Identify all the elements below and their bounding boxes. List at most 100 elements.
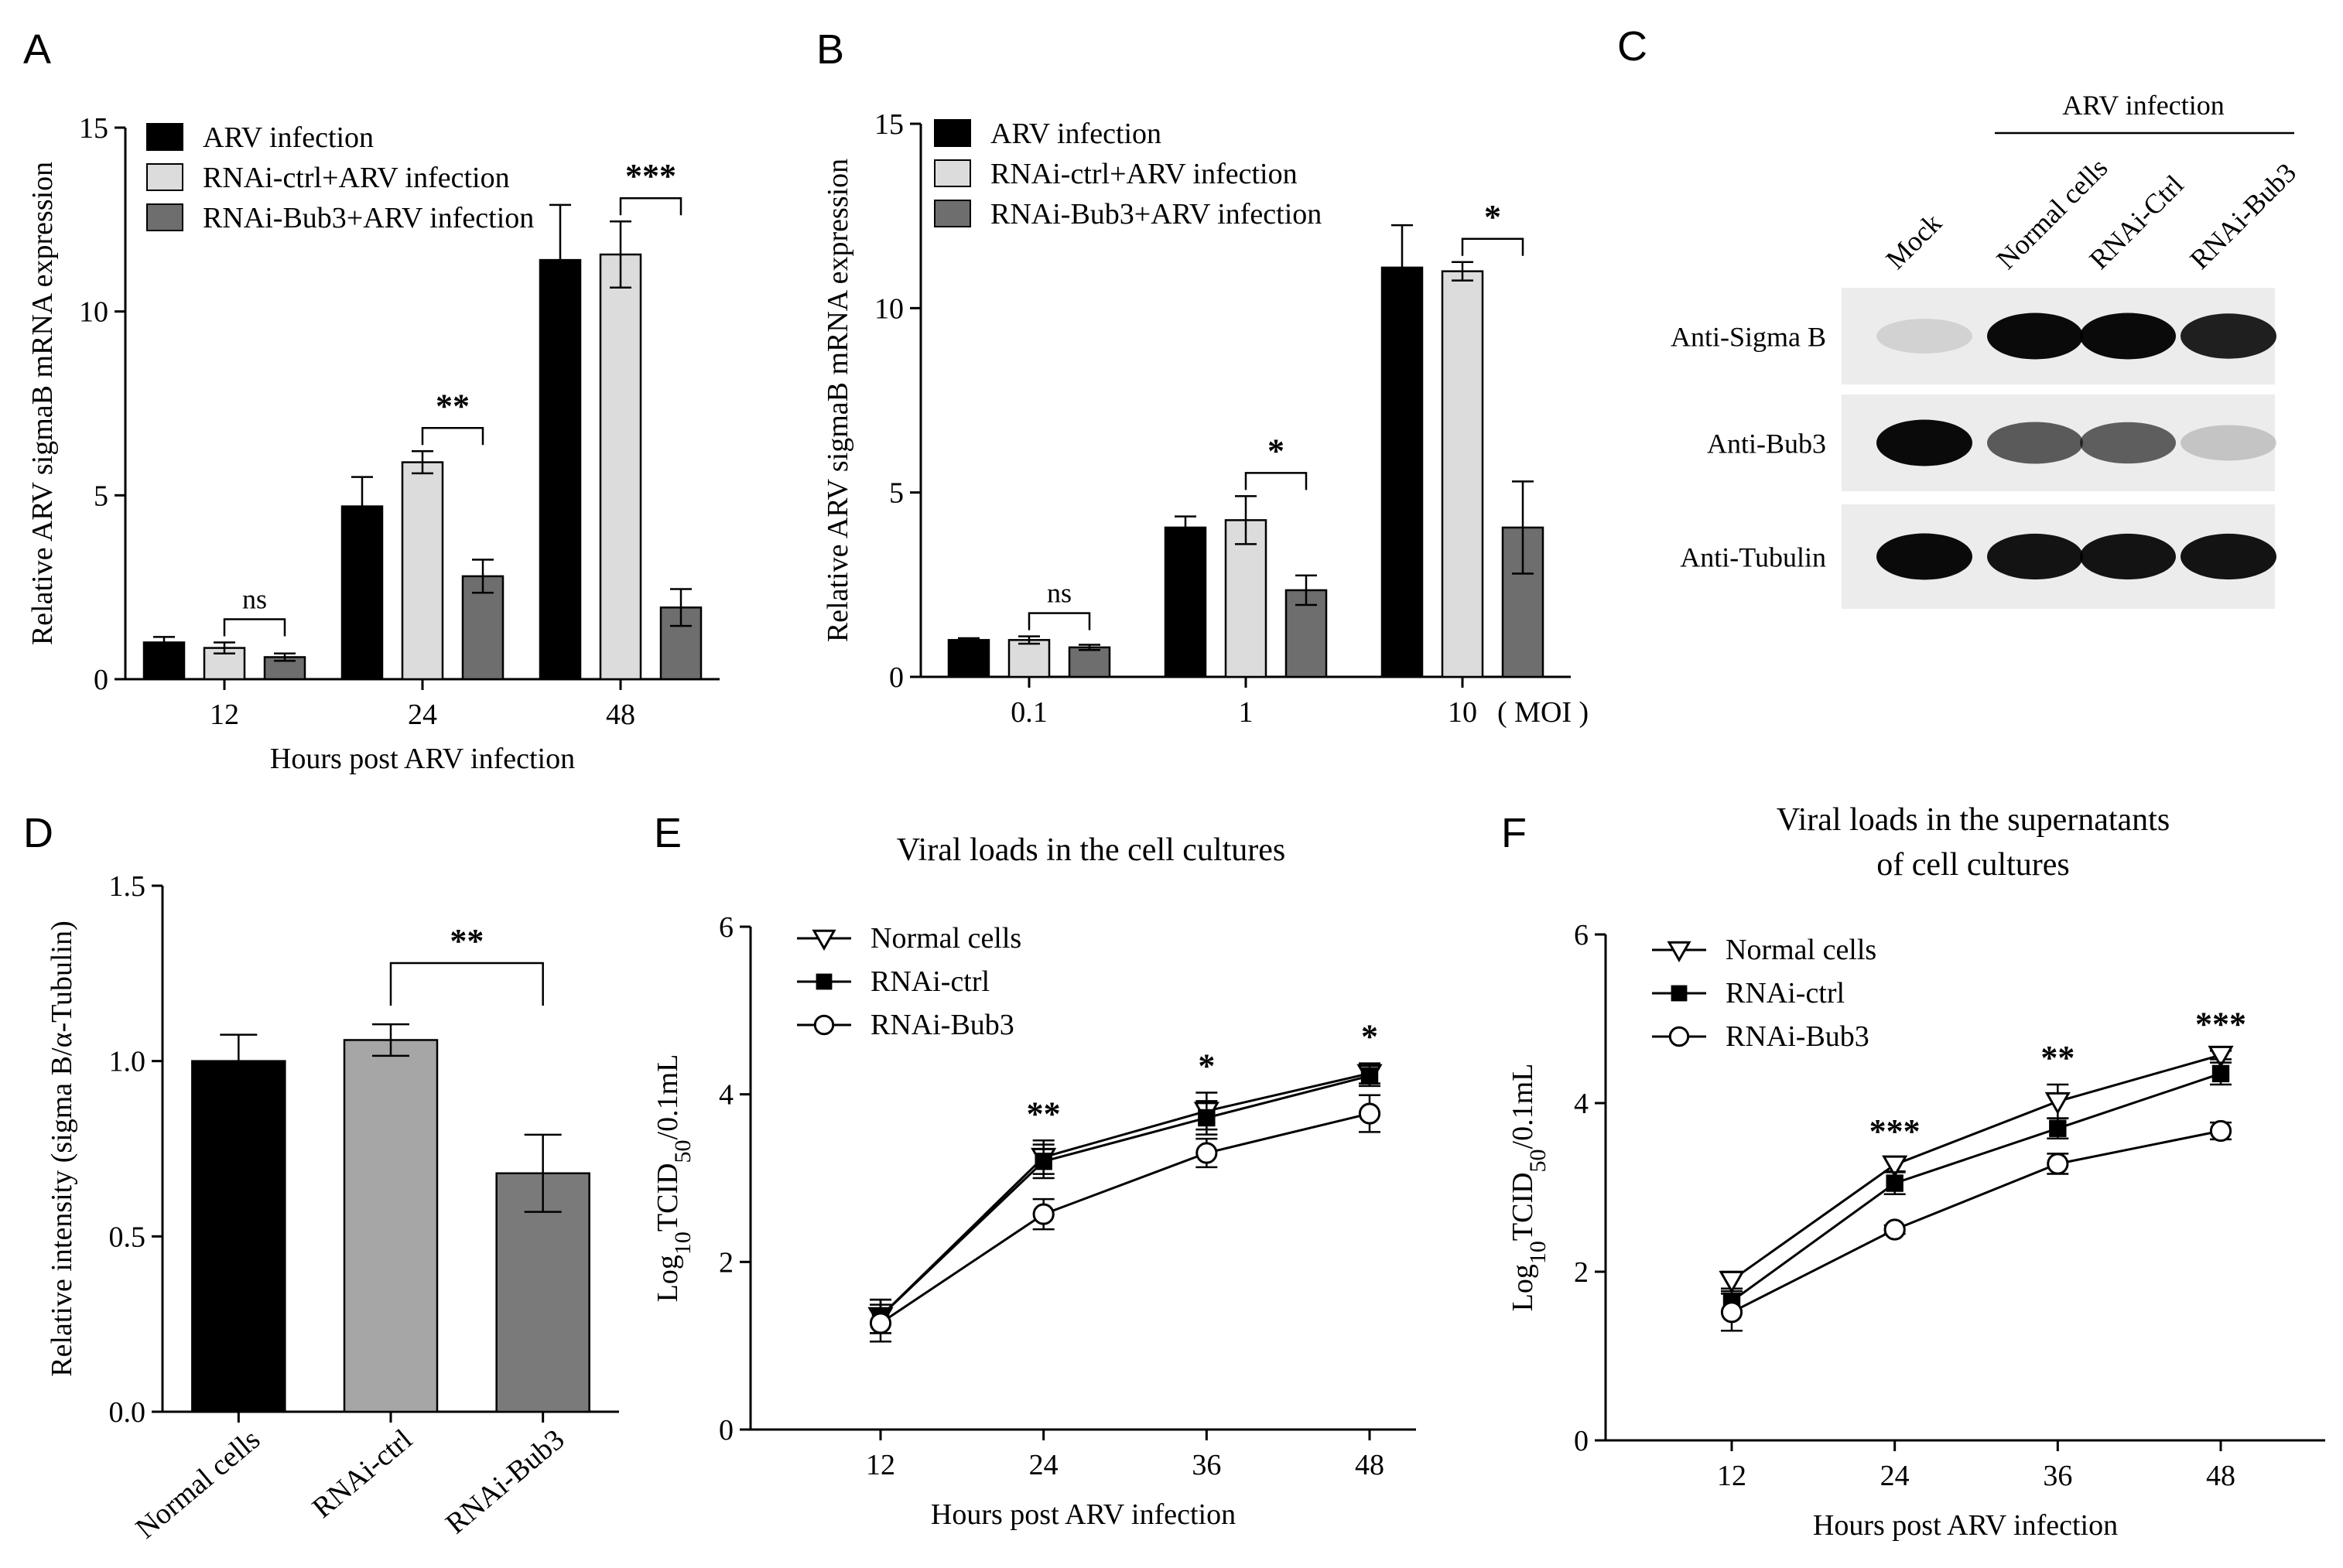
data-point-rnai-bub3 bbox=[1883, 1218, 1906, 1241]
wb-band-anti-sigma-b-normal-cells bbox=[1987, 313, 2083, 360]
panel-label-f: F bbox=[1501, 810, 1527, 856]
significance-label: ** bbox=[2040, 1039, 2074, 1077]
error-bar bbox=[610, 220, 631, 289]
legend-label: RNAi-ctrl bbox=[871, 965, 990, 998]
y-tick-label: 4 bbox=[719, 1079, 734, 1112]
legend-label: RNAi-Bub3+ARV infection bbox=[990, 198, 1322, 231]
legend-swatch bbox=[146, 163, 183, 191]
y-tick-label: 2 bbox=[1574, 1256, 1589, 1289]
legend-marker bbox=[1668, 1026, 1690, 1047]
x-tick-label: 36 bbox=[1192, 1449, 1221, 1481]
wb-blot-label: Anti-Sigma B bbox=[1671, 322, 1826, 353]
bar-rnai-ctrl bbox=[343, 1039, 439, 1413]
chart-title: of cell cultures bbox=[1876, 847, 2070, 883]
wb-band-anti-tubulin-rnai-bub3 bbox=[2181, 533, 2276, 580]
error-bar bbox=[1295, 574, 1317, 606]
y-tick-label: 1.0 bbox=[109, 1046, 146, 1078]
legend-label: ARV infection bbox=[990, 118, 1161, 150]
x-axis-unit: ( MOI ) bbox=[1497, 696, 1589, 729]
x-tick-label: 12 bbox=[210, 699, 239, 731]
significance-label: *** bbox=[625, 157, 676, 195]
y-tick-label: 0 bbox=[889, 661, 904, 694]
wb-band-anti-bub3-rnai-bub3 bbox=[2181, 425, 2276, 461]
error-bar bbox=[524, 1133, 562, 1213]
panel-label-a: A bbox=[23, 26, 51, 73]
error-bar bbox=[958, 637, 980, 643]
legend-label: RNAi-Bub3 bbox=[1726, 1020, 1869, 1053]
wb-band-anti-sigma-b-rnai-ctrl bbox=[2080, 313, 2176, 360]
error-bar bbox=[274, 652, 296, 662]
legend-label: ARV infection bbox=[203, 121, 374, 154]
bar-rnai-ctrl-arv-infection-0.1 bbox=[1007, 639, 1051, 678]
data-point-rnai-bub3 bbox=[2047, 1153, 2069, 1175]
x-axis-title: Hours post ARV infection bbox=[270, 743, 575, 775]
wb-header: ARV infection bbox=[2062, 90, 2224, 121]
bar-rnai-bub3-arv-infection-0.1 bbox=[1068, 646, 1111, 678]
data-point-rnai-ctrl bbox=[2211, 1064, 2230, 1083]
series-line-normal-cells bbox=[879, 1072, 1370, 1317]
data-point-normal-cells bbox=[1719, 1270, 1745, 1293]
x-tick-label: Normal cells bbox=[130, 1423, 267, 1546]
error-bar bbox=[1079, 644, 1100, 651]
x-tick-label: 48 bbox=[2206, 1460, 2235, 1492]
y-tick-label: 15 bbox=[79, 112, 108, 145]
significance-label: * bbox=[1361, 1018, 1378, 1056]
legend-marker bbox=[813, 1014, 835, 1036]
x-tick-label: 48 bbox=[1355, 1449, 1384, 1481]
data-point-rnai-bub3 bbox=[1032, 1203, 1055, 1225]
significance-label: *** bbox=[1869, 1112, 1921, 1150]
significance-bracket bbox=[421, 427, 484, 446]
bar-rnai-ctrl-arv-infection-10 bbox=[1441, 270, 1484, 678]
x-tick-label: 48 bbox=[606, 699, 635, 731]
x-tick-label: 1 bbox=[1239, 696, 1254, 729]
x-axis-title: Hours post ARV infection bbox=[931, 1498, 1236, 1531]
series-line-rnai-bub3 bbox=[1731, 1129, 2222, 1313]
wb-band-anti-tubulin-mock bbox=[1876, 533, 1972, 580]
y-tick-label: 15 bbox=[874, 108, 904, 141]
significance-label: * bbox=[1267, 432, 1284, 470]
series-line-rnai-ctrl bbox=[879, 1074, 1370, 1317]
legend-swatch bbox=[934, 200, 971, 227]
data-point-normal-cells bbox=[2044, 1091, 2071, 1115]
error-bar bbox=[472, 559, 494, 594]
wb-band-anti-sigma-b-mock bbox=[1876, 319, 1972, 354]
wb-blot-label: Anti-Tubulin bbox=[1680, 542, 1826, 573]
y-tick-label: 6 bbox=[1574, 919, 1589, 951]
x-tick-label: 24 bbox=[408, 699, 437, 731]
x-tick-label: RNAi-Bub3 bbox=[440, 1423, 570, 1541]
bar-arv-infection-10 bbox=[1380, 266, 1424, 678]
x-tick-label: 36 bbox=[2043, 1460, 2072, 1492]
legend-swatch bbox=[146, 203, 183, 231]
chart-title: Viral loads in the supernatants bbox=[1777, 802, 2170, 838]
series-line-rnai-bub3 bbox=[880, 1112, 1370, 1324]
y-tick-label: 5 bbox=[889, 477, 904, 510]
significance-bracket bbox=[1244, 472, 1308, 490]
error-bar bbox=[214, 641, 235, 654]
significance-bracket bbox=[619, 196, 682, 216]
panel-label-e: E bbox=[654, 810, 682, 856]
y-tick-label: 0.5 bbox=[109, 1221, 146, 1253]
y-tick-label: 4 bbox=[1574, 1088, 1589, 1120]
error-bar bbox=[1235, 495, 1257, 545]
bar-rnai-ctrl-arv-infection-48 bbox=[599, 253, 642, 681]
error-bar bbox=[1391, 224, 1413, 311]
data-point-rnai-ctrl bbox=[1198, 1109, 1216, 1127]
bar-arv-infection-0.1 bbox=[947, 639, 990, 678]
y-axis-title: Log10TCID50/0.1mL bbox=[1507, 1064, 1551, 1312]
y-tick-label: 5 bbox=[94, 480, 108, 512]
wb-band-anti-tubulin-rnai-ctrl bbox=[2080, 533, 2176, 580]
x-tick-label: 12 bbox=[1717, 1460, 1746, 1492]
error-bar bbox=[412, 450, 433, 475]
y-tick-label: 10 bbox=[874, 292, 904, 325]
data-point-rnai-ctrl bbox=[1886, 1174, 1903, 1192]
bar-rnai-bub3 bbox=[495, 1172, 590, 1413]
wb-band-anti-bub3-mock bbox=[1876, 419, 1972, 466]
significance-bracket bbox=[1028, 612, 1091, 630]
series-line-rnai-ctrl bbox=[1731, 1072, 2222, 1303]
wb-blot-label: Anti-Bub3 bbox=[1707, 429, 1826, 459]
y-tick-label: 10 bbox=[79, 296, 108, 329]
significance-label: *** bbox=[2195, 1005, 2246, 1043]
x-tick-label: 24 bbox=[1029, 1449, 1059, 1481]
